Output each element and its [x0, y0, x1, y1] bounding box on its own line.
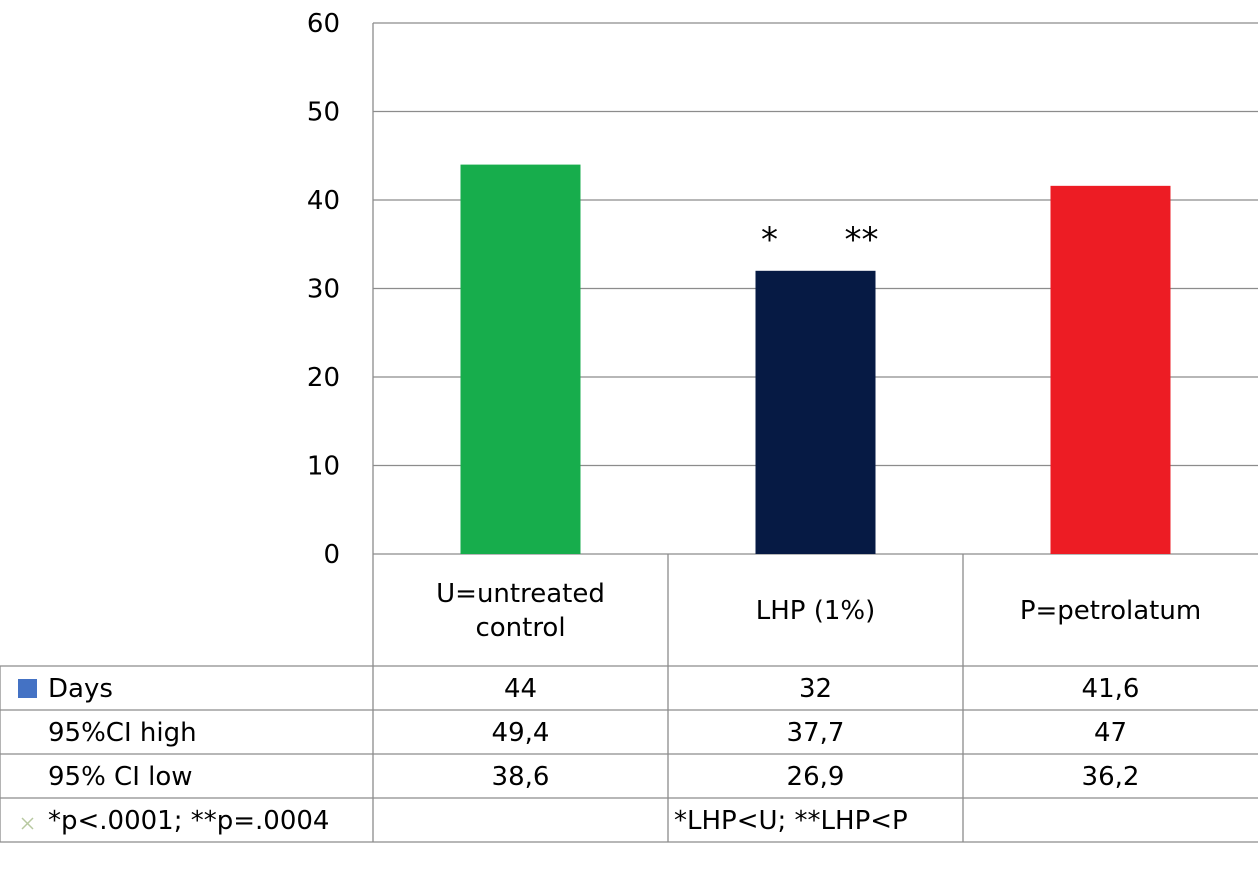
- table-row-label: 95%CI high: [48, 718, 197, 748]
- y-tick-label: 60: [307, 9, 340, 39]
- table-cell: 47: [1094, 718, 1127, 748]
- category-label: U=untreated: [436, 579, 605, 609]
- table-cell: 26,9: [787, 762, 845, 792]
- y-axis-ticks: 0 10 20 30 40 50 60: [307, 9, 340, 570]
- annotations: * **: [761, 220, 879, 260]
- legend-square-icon: [18, 679, 37, 698]
- table-cell: 32: [799, 674, 832, 704]
- bars: [460, 164, 1171, 554]
- y-tick-label: 20: [307, 363, 340, 393]
- category-label: LHP (1%): [756, 596, 876, 626]
- data-table: U=untreated control LHP (1%) P=petrolatum Da…: [0, 554, 1258, 843]
- table-cell: 44: [504, 674, 537, 704]
- category-label: control: [475, 613, 565, 643]
- category-label: P=petrolatum: [1020, 596, 1201, 626]
- table-cell: 37,7: [787, 718, 845, 748]
- significance-marker: *: [761, 220, 778, 260]
- significance-marker: **: [845, 220, 879, 260]
- bar-3: [1050, 185, 1171, 554]
- y-tick-label: 50: [307, 98, 340, 128]
- legend-x-icon: [21, 817, 34, 830]
- table-cell: 49,4: [492, 718, 550, 748]
- table-row-label: *p<.0001; **p=.0004: [48, 806, 329, 836]
- bar-1: [460, 164, 581, 554]
- table-row-label: 95% CI low: [48, 762, 193, 792]
- y-tick-label: 10: [307, 452, 340, 482]
- bar-2: [755, 270, 876, 554]
- table-cell: 41,6: [1082, 674, 1140, 704]
- y-tick-label: 0: [323, 540, 340, 570]
- table-cell: 38,6: [492, 762, 550, 792]
- y-tick-label: 40: [307, 186, 340, 216]
- table-cell: 36,2: [1082, 762, 1140, 792]
- table-cell: *LHP<U; **LHP<P: [674, 806, 908, 836]
- table-row-label: Days: [48, 674, 113, 704]
- y-tick-label: 30: [307, 275, 340, 305]
